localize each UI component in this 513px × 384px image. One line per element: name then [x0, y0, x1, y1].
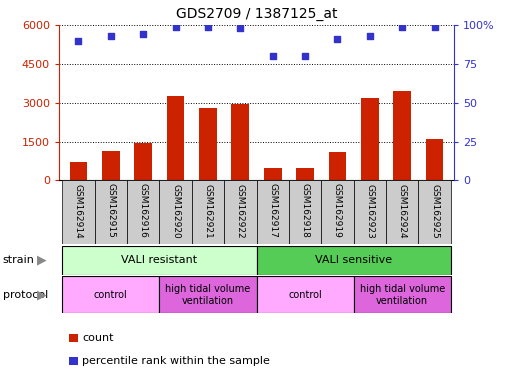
Bar [192, 180, 224, 244]
Point [74, 37, 83, 43]
Text: GSM162916: GSM162916 [139, 184, 148, 238]
Text: GSM162915: GSM162915 [106, 184, 115, 238]
Bar [62, 246, 256, 275]
Bar [386, 180, 419, 244]
Bar [328, 152, 346, 180]
Bar [167, 96, 185, 180]
Point [107, 33, 115, 39]
Bar [94, 180, 127, 244]
Bar [256, 246, 451, 275]
Bar [199, 108, 217, 180]
Text: GSM162914: GSM162914 [74, 184, 83, 238]
Bar [256, 180, 289, 244]
Bar [62, 276, 160, 313]
Point [398, 23, 406, 30]
Text: high tidal volume
ventilation: high tidal volume ventilation [360, 284, 445, 306]
Point [236, 25, 244, 31]
Bar [289, 180, 321, 244]
Text: GSM162921: GSM162921 [204, 184, 212, 238]
Text: GSM162918: GSM162918 [301, 184, 309, 238]
Text: high tidal volume
ventilation: high tidal volume ventilation [165, 284, 250, 306]
Text: GSM162922: GSM162922 [236, 184, 245, 238]
Bar [393, 91, 411, 180]
Text: GSM162923: GSM162923 [365, 184, 374, 238]
Bar [160, 180, 192, 244]
Point [301, 53, 309, 59]
Text: GSM162920: GSM162920 [171, 184, 180, 238]
Text: ▶: ▶ [37, 254, 47, 266]
Text: GSM162925: GSM162925 [430, 184, 439, 238]
Bar [321, 180, 353, 244]
Bar [70, 162, 87, 180]
Point [171, 23, 180, 30]
Bar [231, 104, 249, 180]
Title: GDS2709 / 1387125_at: GDS2709 / 1387125_at [176, 7, 337, 21]
Bar [426, 139, 443, 180]
Text: control: control [94, 290, 128, 300]
Bar [62, 180, 94, 244]
Bar [353, 180, 386, 244]
Point [366, 33, 374, 39]
Bar [419, 180, 451, 244]
Bar [264, 167, 282, 180]
Text: GSM162917: GSM162917 [268, 184, 277, 238]
Bar [127, 180, 160, 244]
Point [204, 23, 212, 30]
Bar [224, 180, 256, 244]
Text: GSM162924: GSM162924 [398, 184, 407, 238]
Text: strain: strain [3, 255, 34, 265]
Text: count: count [82, 333, 113, 343]
Bar [256, 276, 353, 313]
Bar [134, 143, 152, 180]
Text: percentile rank within the sample: percentile rank within the sample [82, 356, 270, 366]
Point [139, 31, 147, 37]
Text: GSM162919: GSM162919 [333, 184, 342, 238]
Text: VALI sensitive: VALI sensitive [315, 255, 392, 265]
Point [269, 53, 277, 59]
Bar [353, 276, 451, 313]
Text: VALI resistant: VALI resistant [121, 255, 198, 265]
Bar [296, 168, 314, 180]
Bar [102, 151, 120, 180]
Text: protocol: protocol [3, 290, 48, 300]
Bar [160, 276, 256, 313]
Point [430, 23, 439, 30]
Text: ▶: ▶ [37, 288, 47, 301]
Text: control: control [288, 290, 322, 300]
Point [333, 36, 342, 42]
Bar [361, 98, 379, 180]
